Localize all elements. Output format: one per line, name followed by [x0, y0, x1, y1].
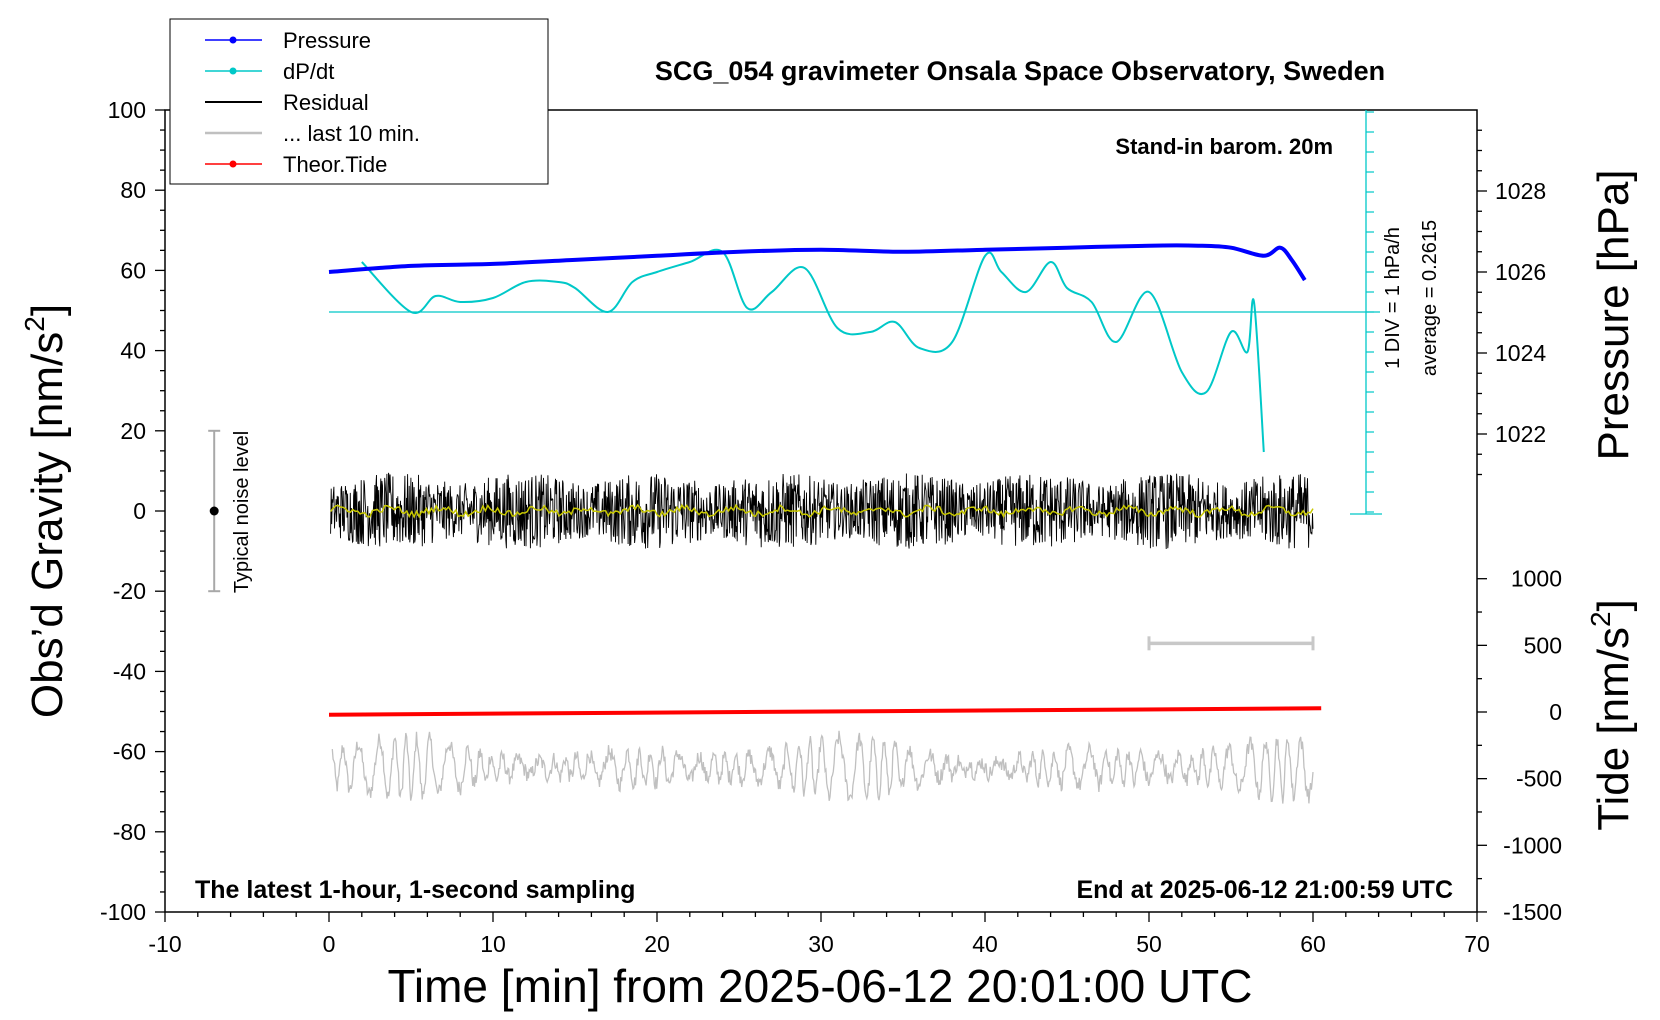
legend-tide-label: Theor.Tide	[283, 152, 387, 177]
pressure-series	[328, 243, 1307, 282]
x-axis-label: Time [min] from 2025-06-12 20:01:00 UTC	[388, 960, 1253, 1012]
dpdt-div-note: 1 DIV = 1 hPa/h	[1382, 227, 1404, 369]
lower-gray-trace	[331, 730, 1314, 804]
y-tick-label-left: -60	[113, 739, 146, 765]
dpdt-series	[361, 248, 1265, 453]
axis-ticks: -10 0 10 20 30 40 50 60 70100806040200-20-40-60-…	[100, 97, 1562, 957]
x-tick-label: 0	[323, 931, 336, 957]
x-tick-label: -10	[148, 931, 181, 957]
x-tick-label: 10	[480, 931, 506, 957]
tide-tick-label: 1000	[1511, 566, 1562, 592]
legend-pressure-marker	[229, 36, 237, 44]
tide-tick-label: 500	[1524, 632, 1562, 658]
y-axis-label-tide: Tide [nm/s2]	[1585, 599, 1638, 831]
y-tick-label-left: 100	[108, 97, 146, 123]
x-tick-label: 70	[1464, 931, 1490, 957]
legend-tide-marker	[229, 160, 237, 168]
x-tick-label: 60	[1300, 931, 1326, 957]
y-tick-label-left: 60	[120, 257, 146, 283]
legend-pressure-label: Pressure	[283, 28, 371, 53]
residual-smoothed-series	[329, 503, 1314, 519]
y-tick-label-left: -40	[113, 658, 146, 684]
y-axis-label-pressure: Pressure [hPa]	[1589, 169, 1638, 460]
barometer-note: Stand-in barom. 20m	[1115, 134, 1333, 159]
y-tick-label-left: -20	[113, 578, 146, 604]
pressure-tick-label: 1022	[1495, 421, 1546, 447]
x-tick-label: 30	[808, 931, 834, 957]
end-time-note: End at 2025-06-12 21:00:59 UTC	[1076, 876, 1453, 904]
tide-tick-label: -500	[1516, 766, 1562, 792]
dpdt-average-note: average = 0.2615	[1419, 220, 1441, 376]
pressure-tick-label: 1026	[1495, 259, 1546, 285]
legend-last10-label: ... last 10 min.	[283, 121, 420, 146]
y-tick-label-left: -80	[113, 819, 146, 845]
tide-tick-label: -1500	[1503, 899, 1562, 925]
noise-level-dot	[209, 506, 219, 516]
noise-level-label: Typical noise level	[231, 431, 253, 593]
y-axis-label-left-sup: 2	[19, 316, 50, 332]
x-tick-label: 40	[972, 931, 998, 957]
y-tick-label-left: 0	[133, 498, 146, 524]
legend-dpdt-marker	[229, 67, 237, 75]
sampling-note: The latest 1-hour, 1-second sampling	[195, 876, 635, 904]
x-tick-label: 50	[1136, 931, 1162, 957]
y-tick-label-left: -100	[100, 899, 146, 925]
legend: Pressure dP/dt Residual ... last 10 min.…	[169, 18, 549, 185]
y-axis-label-tide-sup: 2	[1585, 611, 1616, 627]
tide-tick-label: -1000	[1503, 832, 1562, 858]
x-tick-label: 20	[644, 931, 670, 957]
residual-series	[330, 472, 1314, 550]
tide-series	[328, 706, 1322, 717]
y-tick-label-left: 80	[120, 177, 146, 203]
legend-residual-label: Residual	[283, 90, 369, 115]
y-tick-label-left: 40	[120, 338, 146, 364]
chart-title: SCG_054 gravimeter Onsala Space Observat…	[655, 56, 1385, 86]
y-axis-label-left: Obs’d Gravity [nm/s2]	[19, 304, 72, 718]
pressure-tick-label: 1028	[1495, 178, 1546, 204]
pressure-tick-label: 1024	[1495, 340, 1546, 366]
data-series	[208, 110, 1382, 804]
y-tick-label-left: 20	[120, 418, 146, 444]
legend-dpdt-label: dP/dt	[283, 59, 334, 84]
tide-tick-label: 0	[1549, 699, 1562, 725]
